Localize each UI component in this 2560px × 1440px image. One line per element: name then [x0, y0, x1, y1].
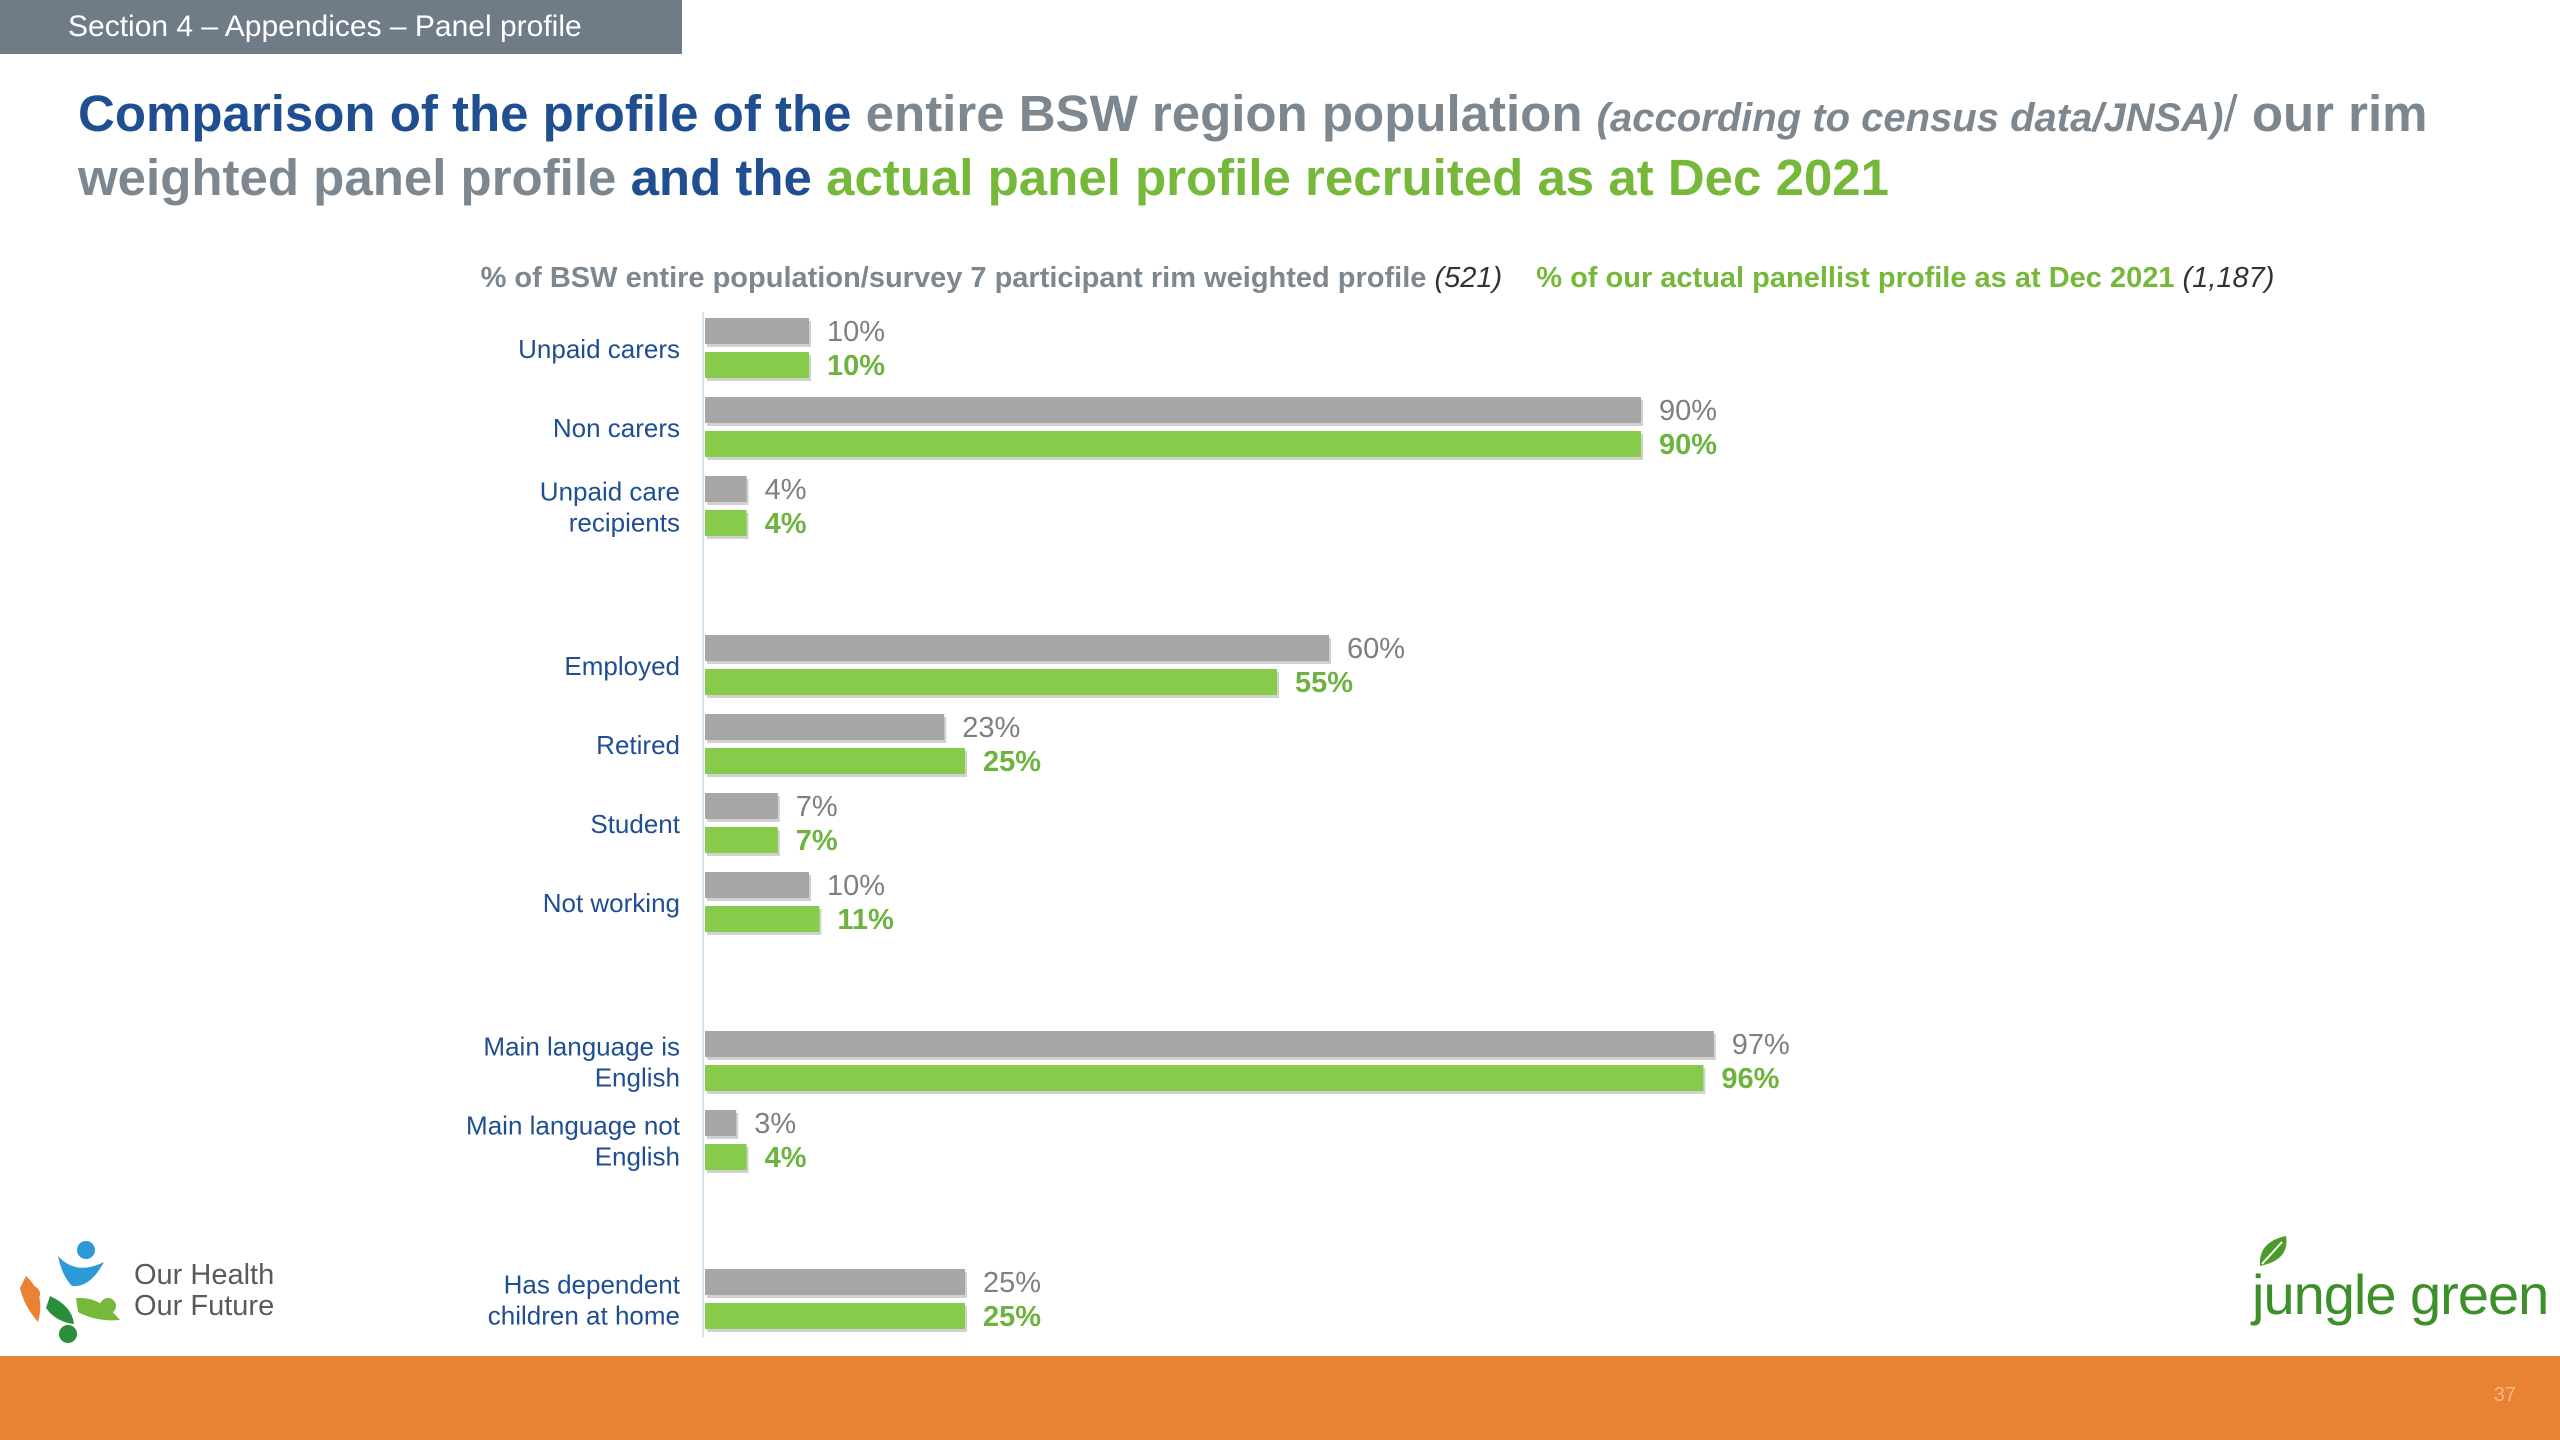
category-label: Employed: [564, 651, 680, 681]
category-label-line: recipients: [569, 508, 680, 538]
category-label: Student: [590, 809, 680, 839]
bar-green: [705, 352, 809, 378]
chart-legend: % of BSW entire population/survey 7 part…: [0, 262, 2560, 295]
bar-grey: [705, 318, 809, 344]
title-part-5: our rim weighted panel profile: [78, 85, 2428, 206]
legend-grey-label: % of BSW entire population/survey 7 part…: [480, 262, 1427, 294]
category-label-line: Employed: [564, 651, 680, 681]
category-label-line: Not working: [543, 888, 680, 918]
legend-green-n: (1,187): [2182, 262, 2275, 294]
bar-grey: [705, 872, 809, 898]
bar-grey: [705, 793, 778, 819]
category-label: Unpaid care recipients: [540, 477, 680, 538]
category-label-line: Unpaid carers: [518, 334, 680, 364]
category-label-line: Non carers: [553, 413, 680, 443]
people-figures-icon: [20, 1241, 120, 1343]
bar-grey: [705, 1269, 965, 1295]
title-part-7: actual panel profile recruited as at Dec…: [826, 149, 1890, 206]
data-label: 10%: [827, 350, 885, 382]
category-label: Has dependent children at home: [488, 1270, 681, 1331]
section-label: Section 4 – Appendices – Panel profile: [0, 0, 682, 54]
data-label: 90%: [1659, 429, 1717, 461]
category-label-line: Main language not: [466, 1111, 681, 1141]
data-label: 60%: [1347, 633, 1405, 665]
category-label-line: Unpaid care: [540, 477, 680, 507]
category-label-line: children at home: [488, 1301, 680, 1331]
category-label: Main language is English: [483, 1032, 680, 1093]
data-label: 23%: [962, 712, 1020, 744]
jungle-green-logo: jungle green: [2236, 1236, 2549, 1346]
data-label: 4%: [765, 1142, 807, 1174]
page-number: 37: [2493, 1384, 2516, 1406]
bar-green: [705, 748, 965, 774]
title-slash: /: [2223, 85, 2238, 142]
bar-green: [705, 1065, 1704, 1091]
category-label: Not working: [543, 888, 680, 918]
category-label: Main language not English: [466, 1111, 681, 1172]
bar-grey: [705, 635, 1329, 661]
data-label: 55%: [1295, 667, 1353, 699]
category-label-line: Main language is: [483, 1032, 680, 1062]
data-label: 25%: [983, 746, 1041, 778]
category-label: Unpaid carers: [518, 334, 680, 364]
bar-green: [705, 827, 778, 853]
title-note: (according to census data/JNSA): [1596, 96, 2224, 140]
data-label: 25%: [983, 1301, 1041, 1333]
data-label: 4%: [765, 474, 807, 506]
bar-grey: [705, 397, 1641, 423]
data-label: 90%: [1659, 395, 1717, 427]
logo-line-2: Our Future: [134, 1290, 275, 1322]
category-label-line: English: [595, 1063, 680, 1093]
category-label-line: Student: [590, 809, 680, 839]
bar-green: [705, 1144, 747, 1170]
title-part-1: Comparison of the profile of the: [78, 85, 852, 142]
bar-grey: [705, 1110, 737, 1136]
page-title: Comparison of the profile of the entire …: [78, 84, 2498, 207]
category-label: Retired: [596, 730, 680, 760]
bar-grey: [705, 1031, 1714, 1057]
data-label: 3%: [754, 1108, 796, 1140]
category-label-line: English: [595, 1142, 680, 1172]
bar-green: [705, 669, 1277, 695]
data-label: 4%: [765, 508, 807, 540]
our-health-our-future-logo: Our Health Our Future: [16, 1236, 286, 1346]
bar-green: [705, 906, 820, 932]
bar-green: [705, 510, 747, 536]
data-label: 10%: [827, 316, 885, 348]
title-part-6: and the: [630, 149, 812, 206]
bar-grey: [705, 714, 945, 740]
title-part-2: entire BSW region population: [865, 85, 1583, 142]
data-label: 7%: [796, 825, 838, 857]
bar-green: [705, 1303, 965, 1329]
bar-green: [705, 431, 1641, 457]
logo-text: jungle green: [2252, 1263, 2549, 1326]
logo-line-1: Our Health: [134, 1259, 275, 1291]
footer-bar: 37: [0, 1356, 2560, 1440]
data-label: 25%: [983, 1267, 1041, 1299]
bar-grey: [705, 476, 747, 502]
category-label-line: Has dependent: [504, 1270, 681, 1300]
legend-grey-n: (521): [1434, 262, 1503, 294]
data-label: 96%: [1721, 1063, 1779, 1095]
leaf-icon: [2259, 1236, 2287, 1266]
data-label: 10%: [827, 870, 885, 902]
data-label: 97%: [1732, 1029, 1790, 1061]
legend-green-label: % of our actual panellist profile as at …: [1536, 262, 2175, 294]
category-label-line: Retired: [596, 730, 680, 760]
data-label: 11%: [837, 904, 894, 936]
data-label: 7%: [796, 791, 838, 823]
category-label: Non carers: [553, 413, 680, 443]
